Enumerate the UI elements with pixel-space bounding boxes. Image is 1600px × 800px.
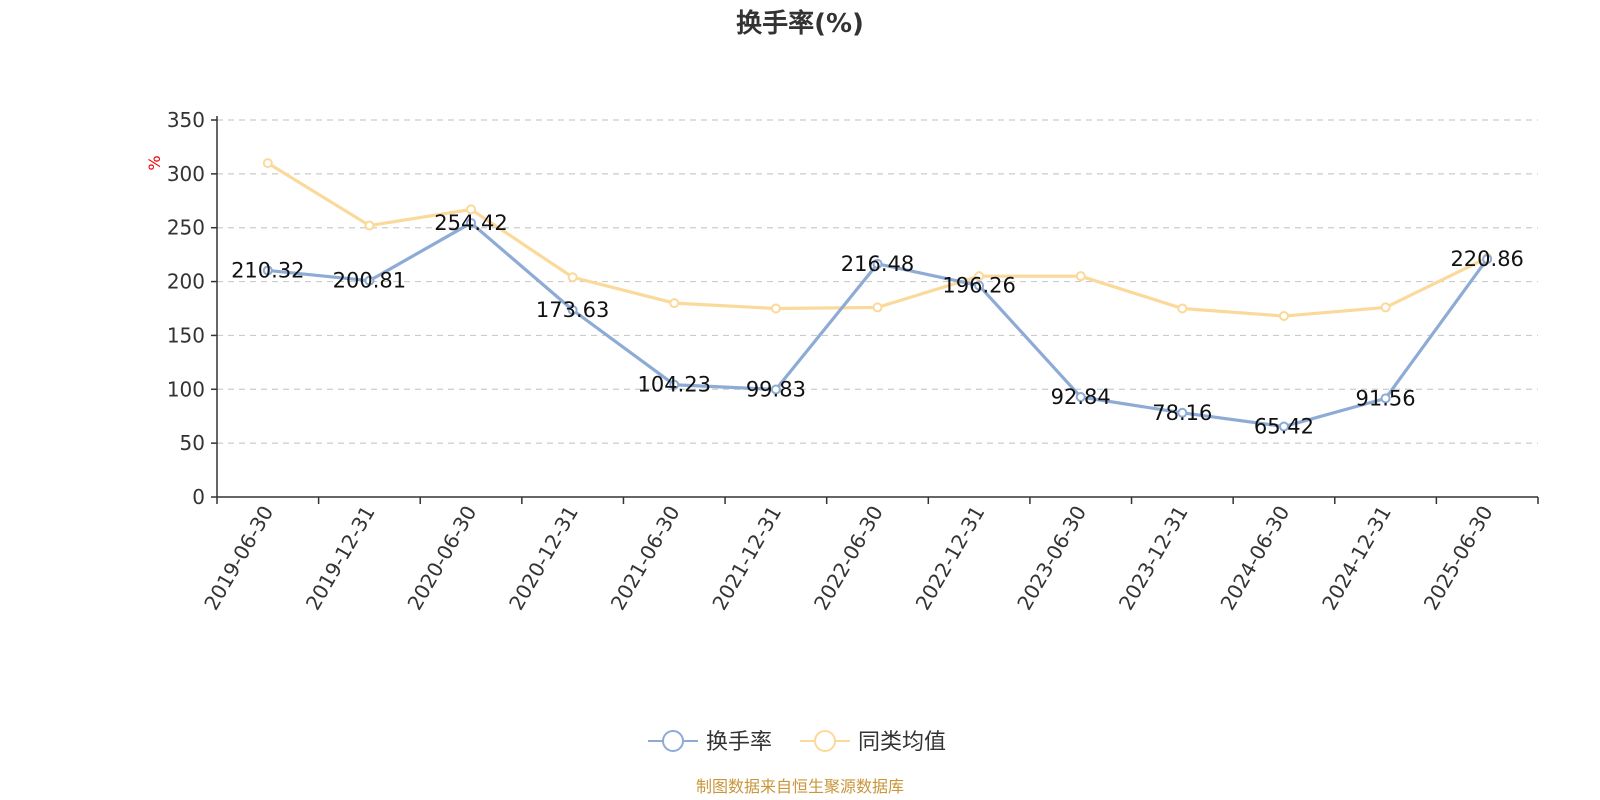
legend-label: 换手率	[706, 730, 772, 755]
data-point-1	[466, 204, 477, 215]
y-tick-label: 200	[167, 270, 205, 294]
axes: 0 50 100 150 200 250 300 350 2019-06-30 2019-12-3…	[167, 108, 1539, 615]
data-point-0	[770, 384, 781, 395]
data-point-0	[567, 304, 578, 315]
source-note: 制图数据来自恒生聚源数据库	[696, 777, 904, 796]
y-tick-label: 100	[167, 377, 205, 401]
legend: 换手率 同类均值	[648, 730, 946, 755]
legend-item-0: 换手率	[648, 730, 772, 755]
data-label: 254.42	[434, 211, 507, 235]
data-point-1	[567, 272, 578, 283]
x-tick-label: 2022-12-31	[911, 502, 990, 615]
data-point-0	[364, 275, 375, 286]
y-tick-label: 250	[167, 216, 205, 240]
data-label: 99.83	[746, 377, 806, 401]
data-label: 220.86	[1450, 247, 1523, 271]
data-point-0	[974, 280, 985, 291]
y-tick-label: 350	[167, 108, 205, 132]
x-tick-label: 2024-06-30	[1215, 502, 1294, 615]
data-label: 92.84	[1051, 385, 1111, 409]
data-point-0	[466, 217, 477, 228]
data-point-1	[364, 220, 375, 231]
x-tick-label: 2023-12-31	[1114, 502, 1193, 615]
data-label: 91.56	[1356, 386, 1416, 410]
data-point-1	[1075, 271, 1086, 282]
legend-item-1: 同类均值	[800, 730, 946, 755]
data-label: 196.26	[942, 274, 1015, 298]
data-labels: 210.32 200.81 254.42 173.63 104.23 99.83 216.4…	[231, 211, 1524, 439]
y-tick-label: 300	[167, 162, 205, 186]
data-point-1	[1278, 311, 1289, 322]
x-tick-label: 2023-06-30	[1012, 502, 1091, 615]
data-point-0	[872, 258, 883, 269]
data-point-0	[262, 265, 273, 276]
data-point-0	[1380, 393, 1391, 404]
y-tick-label: 150	[167, 323, 205, 347]
data-point-1	[974, 271, 985, 282]
data-point-1	[872, 302, 883, 313]
x-tick-label: 2020-12-31	[504, 502, 583, 615]
legend-marker	[662, 730, 684, 752]
data-point-0	[1482, 254, 1493, 265]
data-label: 104.23	[638, 373, 711, 397]
data-label: 210.32	[231, 258, 304, 282]
data-point-1	[770, 303, 781, 314]
data-point-1	[1177, 303, 1188, 314]
legend-marker	[814, 730, 836, 752]
legend-label: 同类均值	[858, 730, 946, 755]
grid-lines	[217, 119, 1538, 444]
data-point-1	[1380, 302, 1391, 313]
series-layer	[262, 158, 1493, 432]
x-tick-label: 2021-12-31	[707, 502, 786, 615]
data-label: 65.42	[1254, 415, 1314, 439]
data-label: 216.48	[841, 252, 914, 276]
series-line-1	[266, 161, 1489, 318]
x-tick-label: 2022-06-30	[809, 502, 888, 615]
data-point-0	[1075, 391, 1086, 402]
y-tick-label: 0	[192, 485, 205, 509]
data-label: 78.16	[1152, 401, 1212, 425]
x-tick-label: 2019-06-30	[199, 502, 278, 615]
y-axis-unit: %	[145, 155, 164, 170]
data-label: 173.63	[536, 298, 609, 322]
x-tick-label: 2021-06-30	[606, 502, 685, 615]
x-tick-label: 2025-06-30	[1419, 502, 1498, 615]
x-tick-label: 2024-12-31	[1317, 502, 1396, 615]
x-tick-label: 2020-06-30	[402, 502, 481, 615]
data-point-1	[262, 158, 273, 169]
x-tick-label: 2019-12-31	[301, 502, 380, 615]
data-point-0	[669, 379, 680, 390]
data-point-0	[1177, 407, 1188, 418]
data-point-0	[1278, 421, 1289, 432]
data-point-1	[669, 298, 680, 309]
data-label: 200.81	[333, 269, 406, 293]
y-tick-label: 50	[180, 431, 205, 455]
chart-title: 换手率(%)	[736, 8, 864, 39]
